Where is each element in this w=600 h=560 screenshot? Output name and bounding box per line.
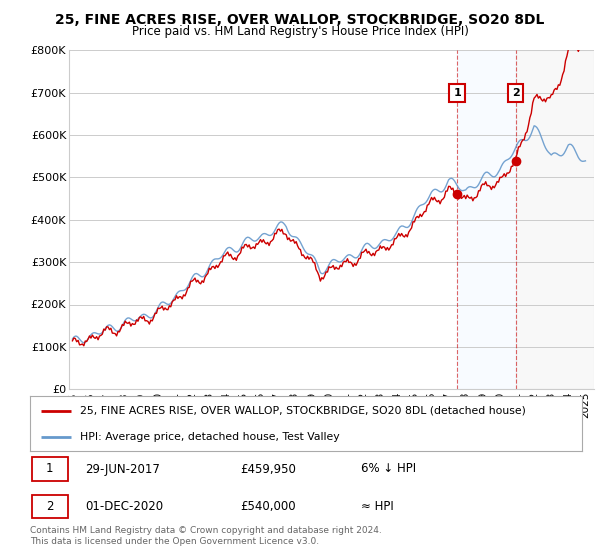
Text: 1: 1 [46,463,53,475]
Text: £459,950: £459,950 [240,463,296,475]
Text: 25, FINE ACRES RISE, OVER WALLOP, STOCKBRIDGE, SO20 8DL: 25, FINE ACRES RISE, OVER WALLOP, STOCKB… [55,13,545,27]
FancyBboxPatch shape [32,458,68,480]
Text: Price paid vs. HM Land Registry's House Price Index (HPI): Price paid vs. HM Land Registry's House … [131,25,469,38]
Text: £540,000: £540,000 [240,500,295,512]
Text: 01-DEC-2020: 01-DEC-2020 [85,500,163,512]
Bar [515,50,594,389]
Text: 6% ↓ HPI: 6% ↓ HPI [361,463,416,475]
Bar [457,50,515,389]
Text: 1: 1 [454,88,461,98]
Text: HPI: Average price, detached house, Test Valley: HPI: Average price, detached house, Test… [80,432,340,442]
Text: Contains HM Land Registry data © Crown copyright and database right 2024.
This d: Contains HM Land Registry data © Crown c… [30,526,382,546]
FancyBboxPatch shape [32,494,68,517]
Text: ≈ HPI: ≈ HPI [361,500,394,512]
Text: 25, FINE ACRES RISE, OVER WALLOP, STOCKBRIDGE, SO20 8DL (detached house): 25, FINE ACRES RISE, OVER WALLOP, STOCKB… [80,406,526,416]
Text: 29-JUN-2017: 29-JUN-2017 [85,463,160,475]
Text: 2: 2 [46,500,53,512]
Text: 2: 2 [512,88,520,98]
